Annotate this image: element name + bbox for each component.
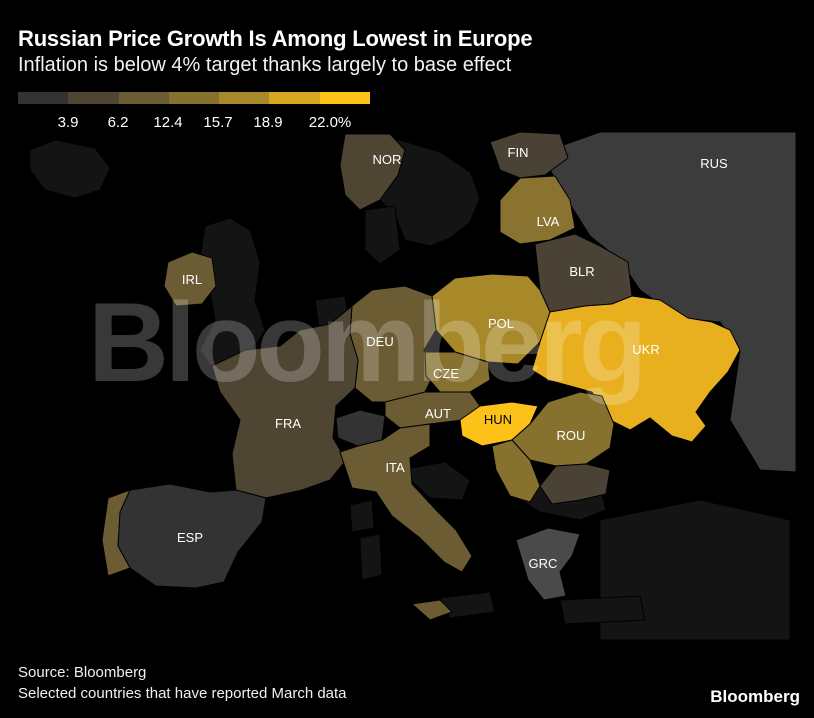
bloomberg-logo: Bloomberg	[710, 687, 800, 706]
label-esp: ESP	[177, 530, 203, 545]
country-nor	[339, 133, 406, 211]
label-ita: ITA	[385, 460, 405, 475]
legend-tick: 15.7	[203, 114, 233, 131]
country-bgr	[539, 463, 611, 505]
legend-swatch-1	[18, 92, 69, 104]
country-prt	[101, 489, 131, 577]
europe-map: RUS FIN NOR LVA BLR IRL POL DEU UKR CZE …	[29, 132, 797, 641]
label-ukr: UKR	[632, 342, 659, 357]
label-hun: HUN	[484, 412, 512, 427]
country-ita-sicily	[410, 599, 453, 621]
footnote: Selected countries that have reported Ma…	[18, 685, 347, 702]
chart-title: Russian Price Growth Is Among Lowest in …	[18, 26, 533, 51]
country-cze	[424, 351, 491, 393]
country-fra	[211, 304, 359, 499]
legend-swatch-5	[219, 92, 270, 104]
legend-swatch-2	[68, 92, 119, 104]
label-irl: IRL	[182, 272, 202, 287]
background-land	[29, 137, 791, 641]
legend-tick: 3.9	[57, 114, 79, 131]
label-fin: FIN	[508, 145, 529, 160]
legend-tick: 6.2	[107, 114, 129, 131]
source-note: Source: Bloomberg	[18, 664, 147, 681]
country-irl	[163, 251, 217, 307]
label-cze: CZE	[433, 366, 459, 381]
country-ukr	[531, 295, 741, 443]
country-ita	[339, 423, 473, 573]
legend-tick: 12.4	[153, 114, 183, 131]
country-fin	[489, 132, 569, 179]
legend-swatch-7	[319, 92, 370, 104]
label-deu: DEU	[366, 334, 393, 349]
label-blr: BLR	[569, 264, 594, 279]
label-pol: POL	[488, 316, 514, 331]
legend-tick: 22.0%	[308, 114, 352, 131]
label-lva: LVA	[537, 214, 560, 229]
label-rou: ROU	[557, 428, 586, 443]
country-srb	[491, 439, 541, 503]
chart-subtitle: Inflation is below 4% target thanks larg…	[18, 54, 512, 76]
legend-swatch-4	[168, 92, 220, 104]
legend-swatch-6	[269, 92, 320, 104]
label-rus: RUS	[700, 156, 728, 171]
legend-swatch-3	[118, 92, 169, 104]
country-lva	[499, 175, 576, 245]
country-rou	[511, 391, 615, 467]
legend-tick: 18.9	[253, 114, 283, 131]
country-grc	[515, 527, 581, 601]
color-legend	[18, 92, 370, 104]
label-nor: NOR	[373, 152, 402, 167]
label-grc: GRC	[529, 556, 558, 571]
label-aut: AUT	[425, 406, 451, 421]
label-fra: FRA	[275, 416, 301, 431]
